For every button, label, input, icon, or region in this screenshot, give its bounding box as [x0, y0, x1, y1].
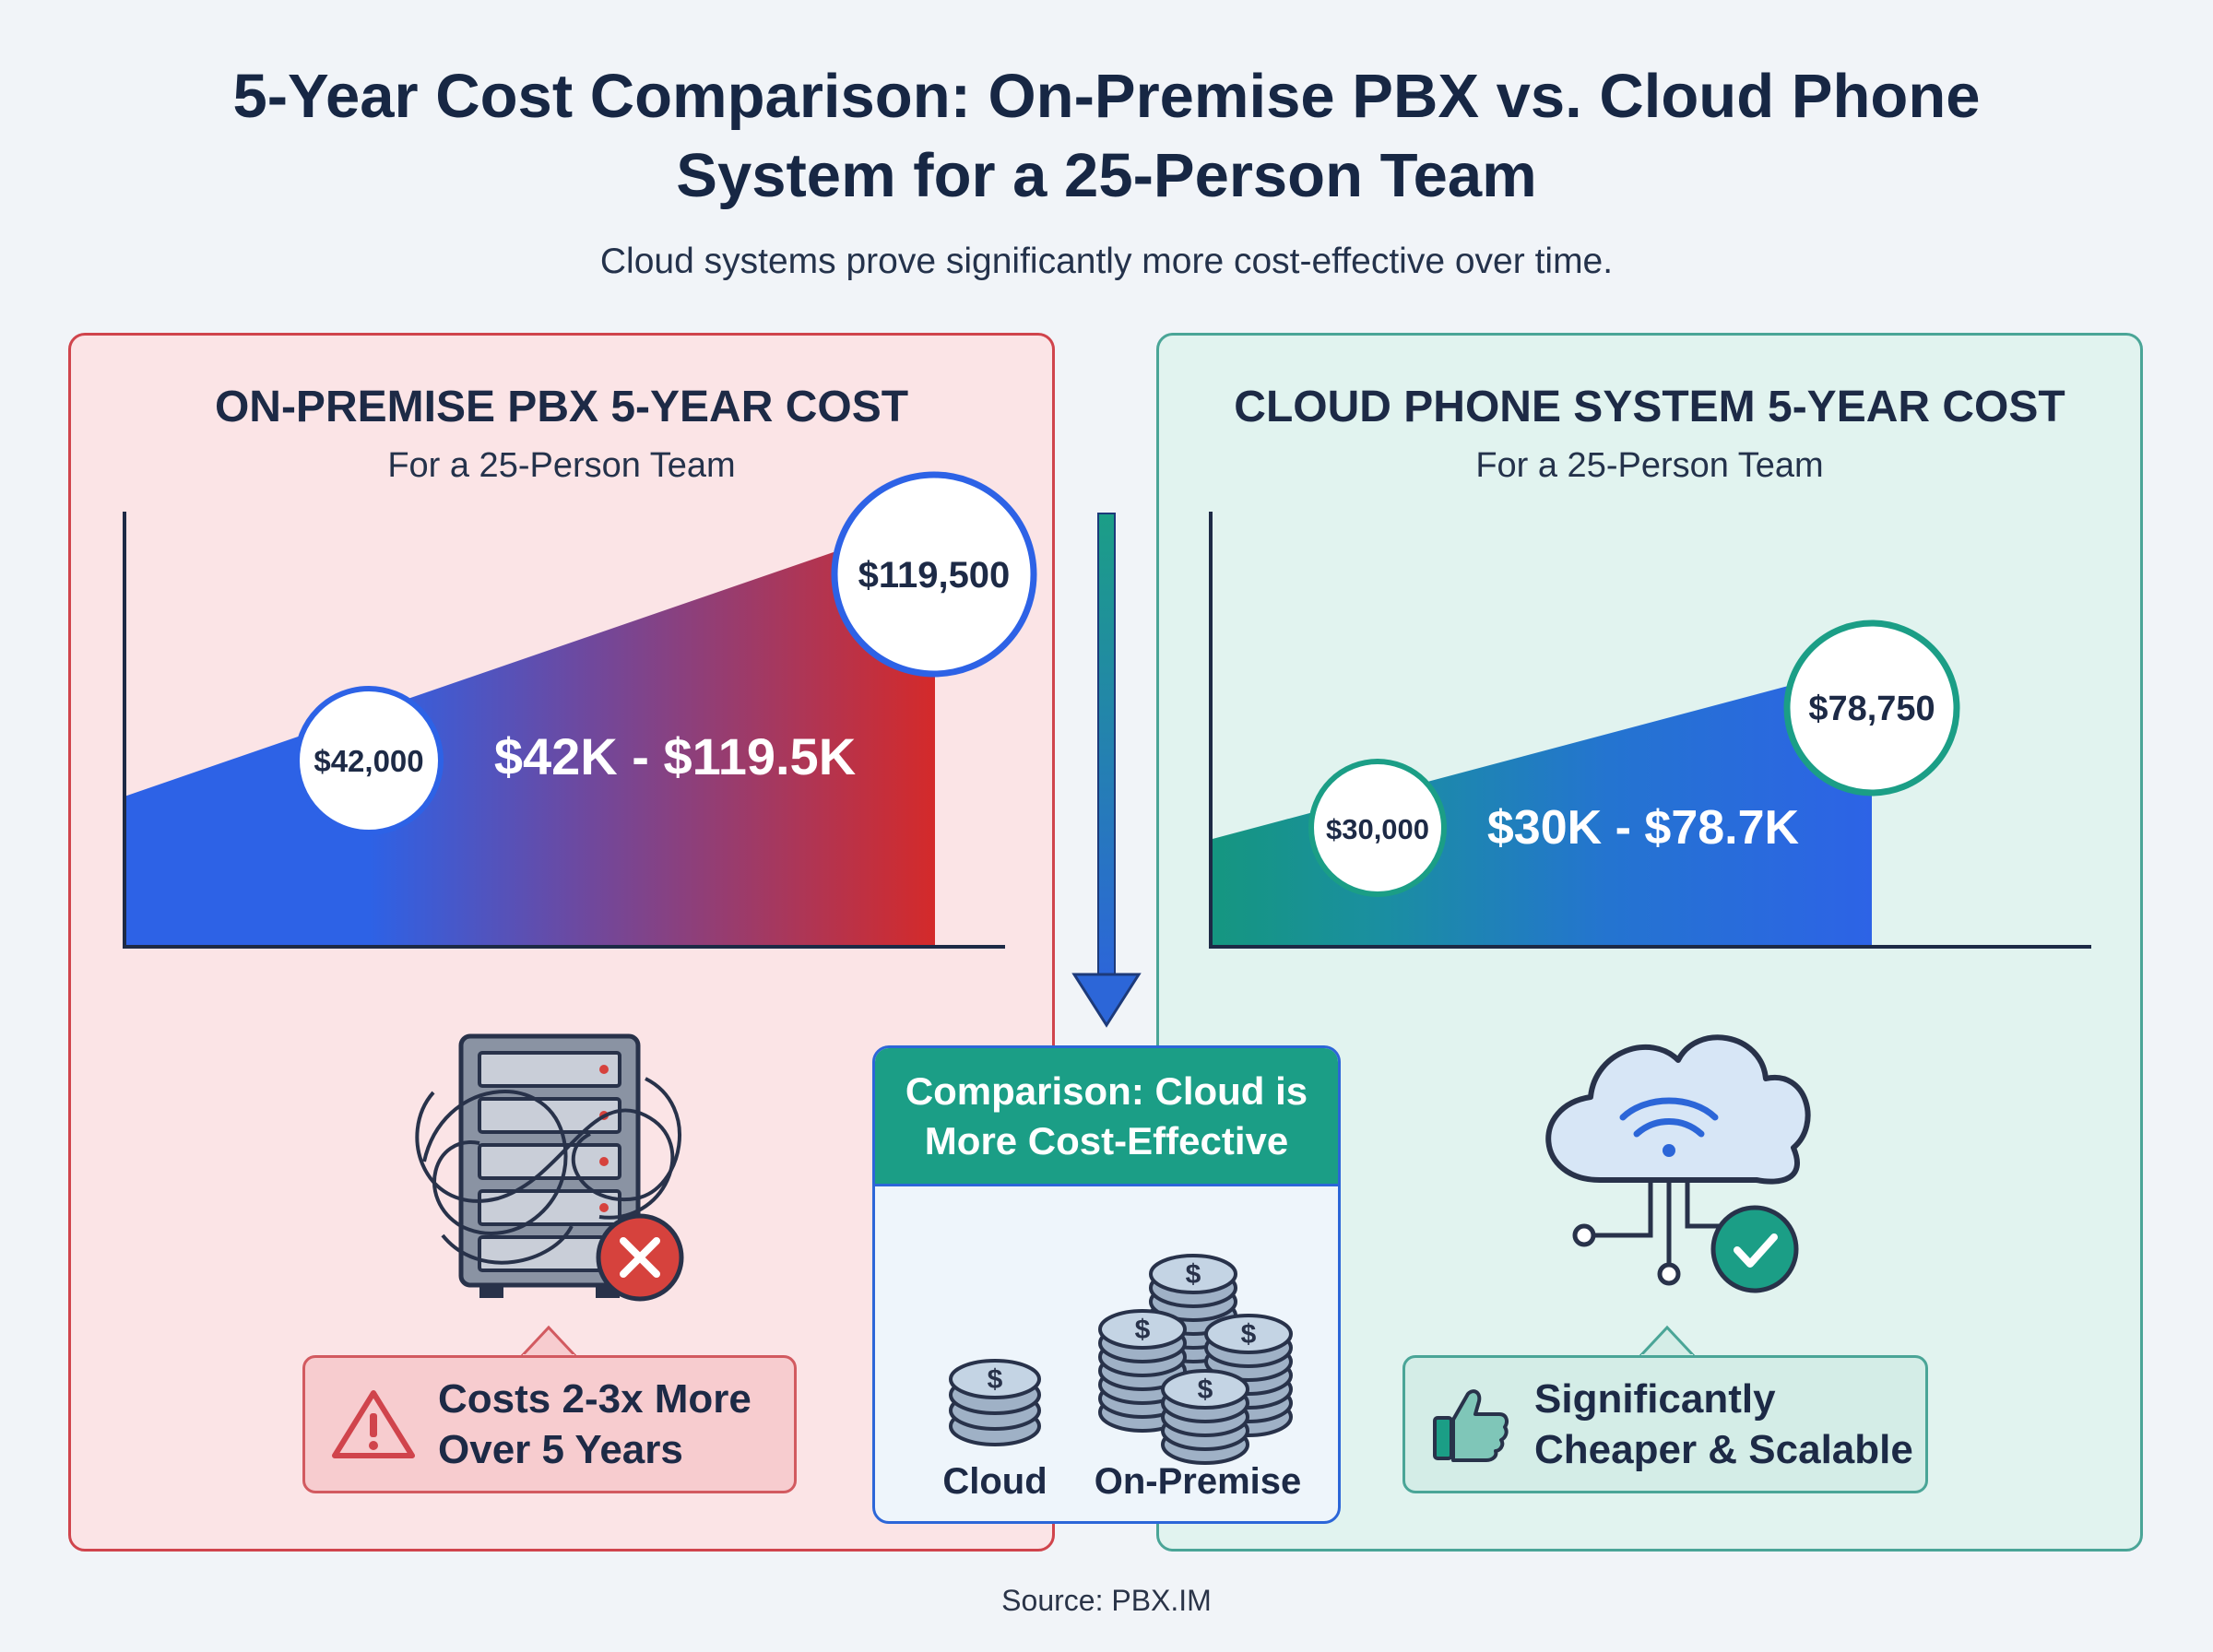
svg-text:$: $ — [1135, 1315, 1151, 1345]
on-premise-chart: $42,000 $119,500 $42K - $119.5K — [123, 471, 1037, 949]
comparison-title: Comparison: Cloud is More Cost-Effective — [875, 1048, 1338, 1186]
cloud-range-label: $30K - $78.7K — [1487, 801, 1800, 855]
cloud-callout-text: Significantly Cheaper & Scalable — [1534, 1376, 1913, 1472]
svg-text:$: $ — [1186, 1259, 1201, 1290]
coin-stacks-icon: $ $ $ $ $ — [949, 1254, 1293, 1465]
on-premise-coins-icon: $ $ $ $ — [1098, 1254, 1293, 1465]
cloud-callout: Significantly Cheaper & Scalable — [1402, 1355, 1928, 1493]
cloud-panel-subtitle: For a 25-Person Team — [1475, 446, 1824, 485]
on-premise-callout: Costs 2-3x More Over 5 Years — [302, 1355, 797, 1493]
down-arrow-icon — [1071, 513, 1142, 1028]
svg-text:$: $ — [1241, 1319, 1257, 1350]
cloud-panel-title: CLOUD PHONE SYSTEM 5-YEAR COST — [1234, 383, 2065, 431]
on-premise-callout-text: Costs 2-3x More Over 5 Years — [438, 1376, 751, 1472]
on-premise-low-label: $42,000 — [314, 744, 423, 778]
cloud-low-bubble: $30,000 — [1308, 759, 1447, 897]
cloud-chart: $30,000 $78,750 $30K - $78.7K — [1209, 512, 2091, 949]
page-subtitle: Cloud systems prove significantly more c… — [599, 242, 1614, 281]
source-note: Source: PBX.IM — [1001, 1584, 1212, 1617]
warning-icon — [332, 1390, 415, 1458]
on-premise-high-bubble: $119,500 — [831, 471, 1037, 678]
cloud-high-label: $78,750 — [1808, 690, 1935, 728]
on-premise-panel-title: ON-PREMISE PBX 5-YEAR COST — [214, 383, 909, 431]
svg-text:$: $ — [988, 1364, 1003, 1395]
on-premise-high-label: $119,500 — [858, 555, 1011, 596]
page-title: 5-Year Cost Comparison: On-Premise PBX v… — [232, 62, 1981, 210]
red-callout-pointer — [517, 1325, 580, 1359]
on-premise-range-label: $42K - $119.5K — [494, 727, 856, 785]
on-premise-panel-subtitle: For a 25-Person Team — [387, 446, 736, 485]
cloud-low-label: $30,000 — [1326, 813, 1429, 845]
cloud-wifi-icon — [1545, 1034, 1811, 1293]
on-premise-cost-area — [126, 517, 935, 947]
cloud-coins-label: Cloud — [942, 1461, 1047, 1502]
server-rack-icon — [415, 1033, 684, 1302]
cloud-high-bubble: $78,750 — [1783, 620, 1960, 796]
thumbs-up-icon — [1433, 1389, 1509, 1462]
on-premise-low-bubble: $42,000 — [294, 686, 444, 835]
green-callout-pointer — [1636, 1325, 1698, 1359]
on-premise-coins-label: On-Premise — [1094, 1461, 1302, 1502]
svg-text:$: $ — [1198, 1375, 1213, 1405]
comparison-card: Comparison: Cloud is More Cost-Effective… — [872, 1045, 1341, 1524]
cloud-coins-icon: $ — [949, 1359, 1041, 1446]
